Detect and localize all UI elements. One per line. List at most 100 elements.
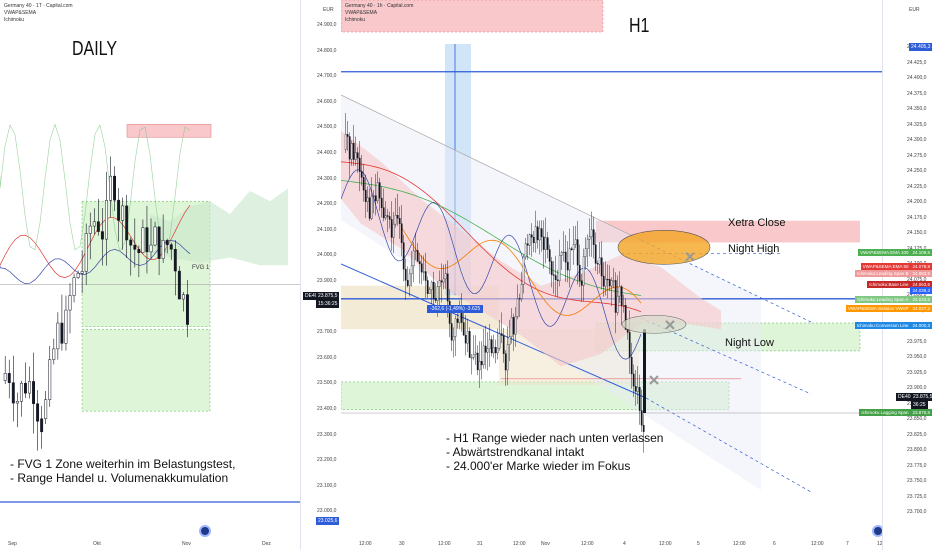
h1-target-icon[interactable] bbox=[872, 525, 882, 537]
indicator-tag-name: Ichimoku:Base Line bbox=[867, 281, 911, 288]
indicator-tag-value: 24.063,5 bbox=[910, 270, 932, 277]
h1-candle bbox=[518, 298, 521, 300]
daily-candle bbox=[36, 403, 40, 422]
fvg-label: FVG 1 bbox=[192, 265, 210, 271]
daily-candle bbox=[72, 277, 76, 296]
h1-candle bbox=[400, 223, 403, 243]
indicator-tag-name: Ichimoku:Leading Span A bbox=[855, 296, 911, 303]
daily-lower-zone bbox=[81, 328, 211, 412]
h1-candle bbox=[422, 271, 425, 273]
daily-candle bbox=[92, 221, 96, 227]
h1-current-price: 23.875,5 bbox=[911, 393, 932, 401]
h1-x-tick: 5 bbox=[697, 541, 700, 547]
h1-candle bbox=[372, 195, 375, 197]
h1-candle bbox=[356, 152, 359, 159]
daily-chart-pane[interactable]: Germany 40 · 1T · Capital.com VWAP&SEMA … bbox=[0, 0, 300, 550]
h1-x-tick: 12:00 bbox=[877, 541, 882, 547]
h1-x-tick: 12:00 bbox=[581, 541, 594, 547]
h1-candle bbox=[504, 353, 507, 371]
h1-candle bbox=[406, 280, 409, 286]
h1-price-tick: 24.075,0 bbox=[907, 276, 927, 283]
daily-price-scale[interactable]: EUR 24.900,0 24.800,0 24.700,0 24.600,0 24.5… bbox=[300, 0, 342, 550]
h1-price-tick: 24.225,0 bbox=[907, 183, 927, 190]
h1-candle bbox=[526, 243, 529, 246]
daily-price-tick: 24.300,0 bbox=[317, 175, 337, 182]
h1-candle bbox=[352, 143, 355, 160]
daily-candle bbox=[40, 418, 44, 433]
h1-candle bbox=[566, 261, 569, 271]
daily-candle bbox=[169, 244, 173, 250]
h1-candle bbox=[622, 305, 625, 307]
daily-current-price: 23.875,5 bbox=[316, 292, 340, 300]
h1-candle bbox=[408, 273, 411, 286]
daily-chart-canvas[interactable] bbox=[0, 0, 300, 550]
h1-candle bbox=[398, 218, 401, 224]
daily-candle bbox=[149, 244, 153, 253]
h1-price-tick: 24.350,0 bbox=[907, 106, 927, 112]
daily-price-tick: 23.200,0 bbox=[317, 457, 337, 464]
h1-price-tick: 23.775,0 bbox=[907, 462, 927, 469]
h1-vwap-line bbox=[400, 226, 642, 316]
h1-indicator-1: VWAP&SEMA bbox=[345, 10, 378, 16]
cross-marker-icon bbox=[685, 251, 695, 262]
h1-current-time: 36:25 bbox=[911, 401, 928, 409]
h1-price-tick: 24.175,0 bbox=[907, 214, 927, 221]
h1-x-tick: 12:00 bbox=[359, 541, 372, 547]
h1-candle bbox=[500, 333, 503, 336]
cross-marker-icon bbox=[649, 375, 659, 385]
h1-candle bbox=[630, 357, 633, 375]
daily-candle bbox=[173, 248, 177, 272]
h1-candle bbox=[628, 331, 631, 358]
h1-candle bbox=[442, 278, 445, 283]
h1-candle bbox=[608, 279, 611, 287]
h1-candle bbox=[540, 228, 543, 238]
h1-candle bbox=[472, 354, 475, 358]
h1-candle bbox=[546, 237, 549, 250]
daily-target-icon[interactable] bbox=[199, 525, 211, 537]
daily-price-tick: 23.300,0 bbox=[317, 431, 337, 438]
h1-candle bbox=[436, 286, 439, 301]
daily-price-tick: 24.400,0 bbox=[317, 150, 337, 156]
daily-supply-zone bbox=[126, 124, 212, 138]
h1-price-tick: 24.150,0 bbox=[907, 230, 927, 236]
h1-candle bbox=[380, 197, 383, 208]
h1-symbol-label: Germany 40 · 1h · Capital.com bbox=[345, 3, 414, 9]
h1-candle bbox=[462, 322, 465, 336]
h1-candle bbox=[490, 339, 493, 354]
h1-candle bbox=[402, 242, 405, 270]
h1-candle bbox=[532, 237, 535, 244]
h1-candle bbox=[604, 278, 607, 287]
h1-candle bbox=[552, 274, 555, 276]
h1-current-symbol: DE40 bbox=[896, 393, 913, 401]
h1-chart-pane[interactable]: Germany 40 · 1h · Capital.com VWAP&SEMA … bbox=[341, 0, 882, 550]
daily-current-symbol: DE40 bbox=[303, 292, 320, 300]
h1-candle bbox=[386, 215, 389, 217]
h1-candle bbox=[480, 361, 483, 366]
h1-candle bbox=[484, 345, 487, 353]
h1-candle bbox=[624, 305, 627, 330]
h1-note-2: - Abwärtstrendkanal intakt bbox=[446, 445, 585, 459]
daily-symbol-label: Germany 40 · 1T · Capital.com bbox=[4, 3, 73, 9]
daily-title: DAILY bbox=[72, 38, 118, 60]
daily-indicator-1: VWAP&SEMA bbox=[4, 10, 37, 16]
h1-price-tick: 24.300,0 bbox=[907, 137, 927, 143]
daily-candle bbox=[48, 359, 52, 400]
h1-candle bbox=[548, 249, 551, 262]
h1-candle bbox=[556, 279, 559, 281]
daily-price-tick: 23.100,0 bbox=[317, 482, 337, 489]
h1-candle bbox=[516, 298, 519, 317]
h1-candle bbox=[384, 215, 387, 219]
daily-candle bbox=[32, 381, 35, 404]
daily-price-tick: 23.400,0 bbox=[317, 406, 337, 412]
h1-x-tick: 12:00 bbox=[733, 541, 746, 547]
daily-ichimoku-cloud bbox=[150, 188, 288, 266]
h1-x-tick: 31 bbox=[477, 541, 483, 547]
h1-candle bbox=[544, 237, 547, 250]
h1-price-tick: 23.700,0 bbox=[907, 509, 927, 515]
h1-chart-canvas[interactable] bbox=[341, 0, 882, 550]
daily-currency: EUR bbox=[323, 7, 334, 13]
h1-x-tick: 4 bbox=[623, 541, 626, 547]
h1-candle bbox=[434, 298, 437, 301]
daily-lagging-line bbox=[0, 123, 191, 254]
indicator-tag-value: 24.109,5 bbox=[910, 249, 932, 256]
